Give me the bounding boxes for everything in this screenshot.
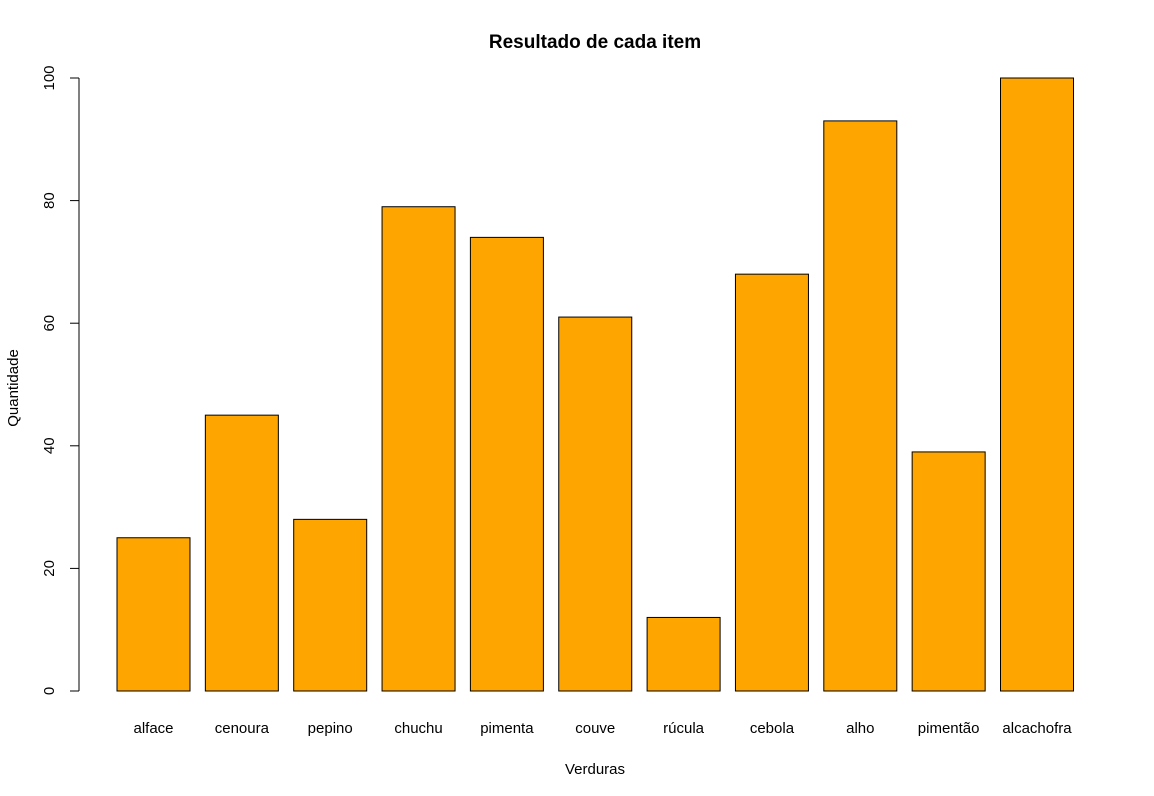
x-tick-label: couve	[575, 720, 615, 737]
bar-2	[293, 518, 368, 692]
bar-4	[469, 236, 544, 692]
bar-7	[734, 273, 809, 692]
y-tick-label: 0	[41, 687, 58, 695]
x-axis-labels: alface cenoura pepino chuchu pimenta couve rúc…	[133, 720, 1072, 737]
bar-3	[381, 206, 456, 692]
bar-1	[204, 414, 279, 692]
y-axis-title: Quantidade	[5, 349, 22, 427]
x-tick-label: rúcula	[663, 720, 705, 737]
bar-0	[116, 537, 191, 692]
y-tick-label: 80	[41, 192, 58, 209]
bar-6	[646, 616, 721, 692]
y-tick-label: 100	[41, 65, 58, 90]
x-tick-label: pepino	[308, 720, 353, 737]
x-tick-label: alface	[133, 720, 173, 737]
x-tick-label: alcachofra	[1002, 720, 1072, 737]
bars	[116, 77, 1074, 692]
x-tick-label: alho	[846, 720, 874, 737]
bar-5	[558, 316, 633, 692]
x-tick-label: cebola	[750, 720, 795, 737]
x-tick-label: chuchu	[394, 720, 442, 737]
chart-title: Resultado de cada item	[489, 32, 701, 53]
y-tick-label: 40	[41, 437, 58, 454]
y-axis: 0 20 40 60 80 100	[41, 65, 80, 695]
x-tick-label: pimenta	[480, 720, 534, 737]
y-tick-label: 60	[41, 315, 58, 332]
bar-8	[823, 120, 898, 692]
bar-10	[1000, 77, 1074, 692]
x-tick-label: pimentão	[918, 720, 980, 737]
y-tick-label: 20	[41, 560, 58, 577]
x-axis-title: Verduras	[565, 761, 625, 778]
x-tick-label: cenoura	[215, 720, 270, 737]
bar-9	[911, 451, 986, 692]
